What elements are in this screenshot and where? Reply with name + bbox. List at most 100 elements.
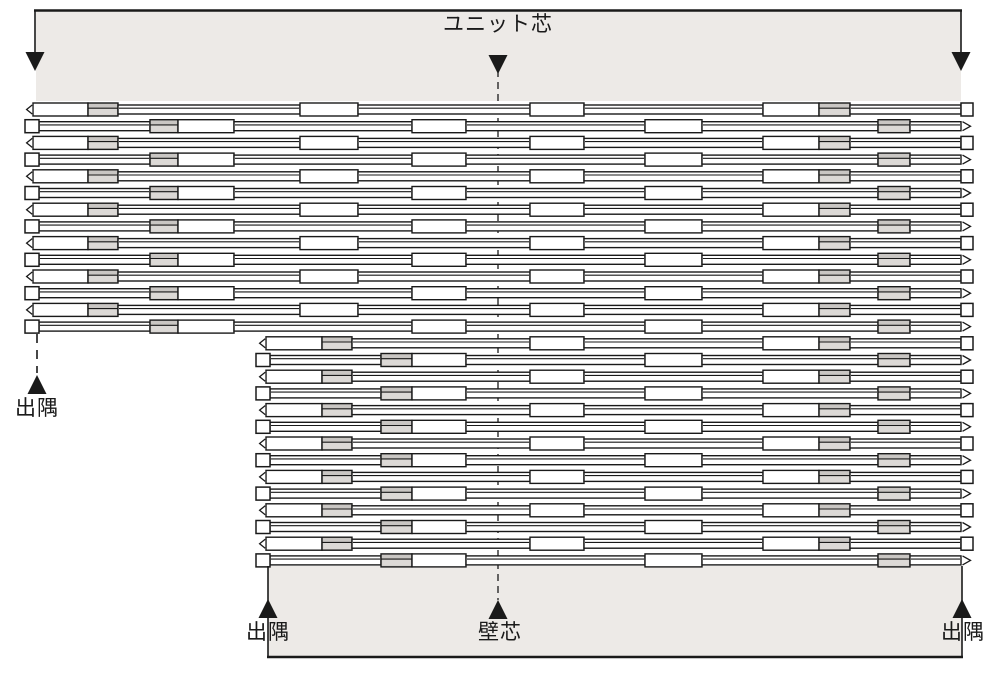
panel-segment (117, 137, 301, 149)
joint-segment (529, 269, 585, 284)
panel-segment (38, 187, 151, 199)
gray-joint-lower (879, 559, 909, 566)
course-row-21 (258, 436, 974, 451)
corner-cap-left (24, 285, 40, 301)
course-row-16 (255, 352, 972, 368)
panel-segment (583, 104, 764, 115)
joint-segment (762, 536, 820, 551)
cut-chevron-left (258, 538, 266, 549)
course-row-18 (255, 386, 972, 401)
course-row-14 (24, 319, 972, 334)
panel-segment (465, 421, 646, 432)
panel-segment (269, 354, 382, 366)
gray-joint-lower (820, 175, 849, 182)
gray-joint-lower (151, 125, 177, 132)
cut-chevron-right (962, 388, 972, 399)
gray-joint-lower (89, 142, 117, 149)
joint-segment (265, 402, 323, 418)
panel-segment (269, 421, 382, 432)
gray-joint-lower (879, 125, 909, 132)
gray-joint-lower (151, 192, 177, 199)
joint-segment (411, 286, 467, 301)
joint-segment (644, 152, 703, 167)
panel-segment (357, 137, 531, 149)
panel-segment (849, 371, 962, 382)
gray-joint-lower (879, 192, 909, 199)
corner-cap-right (960, 436, 974, 451)
panel-segment (351, 538, 531, 549)
corner-left-up-arrow (27, 375, 47, 394)
gray-joint-lower (879, 392, 909, 399)
panel-segment (849, 137, 962, 149)
panel-segment (701, 455, 879, 466)
panel-segment (583, 271, 764, 282)
panel-segment (909, 120, 962, 132)
panel-segment (701, 354, 879, 366)
joint-segment (411, 118, 467, 134)
wall-center-label: 壁芯 (478, 621, 522, 644)
joint-segment (411, 319, 467, 334)
gray-joint-lower (89, 275, 117, 282)
panel-segment (38, 321, 151, 332)
course-row-4 (24, 152, 972, 167)
panel-segment (909, 555, 962, 566)
corner-cap-right (960, 536, 974, 551)
panel-segment (269, 455, 382, 466)
course-row-9 (25, 235, 974, 251)
joint-segment (299, 269, 359, 284)
panel-segment (465, 254, 646, 266)
joint-segment (299, 202, 359, 217)
panel-segment (233, 221, 413, 232)
gray-joint-lower (323, 509, 351, 516)
joint-segment (762, 202, 820, 217)
corner-cap-right (960, 402, 974, 418)
panel-segment (701, 388, 879, 399)
cut-chevron-left (25, 238, 33, 249)
joint-segment (529, 436, 585, 451)
corner-cap-left (24, 219, 40, 234)
joint-segment (529, 402, 585, 418)
cut-chevron-right (962, 187, 972, 199)
panel-segment (909, 488, 962, 499)
corner-cap-left (255, 519, 271, 535)
joint-segment (762, 436, 820, 451)
panel-segment (849, 438, 962, 449)
gray-joint-lower (879, 292, 909, 299)
panel-segment (117, 171, 301, 182)
panel-segment (38, 120, 151, 132)
gray-joint-lower (820, 509, 849, 516)
panel-segment (701, 187, 879, 199)
course-row-6 (24, 185, 972, 201)
gray-joint-lower (382, 426, 411, 433)
panel-segment (233, 120, 413, 132)
panel-segment (909, 455, 962, 466)
corner-cap-right (960, 269, 974, 284)
cut-chevron-right (962, 421, 972, 432)
joint-segment (644, 286, 703, 301)
gray-joint-lower (820, 409, 849, 416)
gray-joint-lower (879, 158, 909, 165)
panel-segment (909, 354, 962, 366)
joint-segment (762, 503, 820, 518)
corner-cap-right (960, 469, 974, 485)
joint-segment (762, 169, 820, 184)
unit-center-label: ユニット芯 (443, 13, 553, 36)
joint-segment (177, 118, 235, 134)
gray-joint-lower (382, 492, 411, 499)
joint-segment (32, 235, 89, 251)
joint-segment (529, 536, 585, 551)
panel-segment (849, 404, 962, 416)
cut-chevron-left (258, 438, 266, 449)
corner-bottom-right-label: 出隅 (941, 621, 985, 644)
panel-segment (583, 438, 764, 449)
corner-cap-left (24, 252, 40, 268)
panel-segment (583, 404, 764, 416)
corner-cap-right (960, 169, 974, 184)
joint-segment (529, 102, 585, 117)
joint-segment (762, 102, 820, 117)
corner-cap-left (24, 185, 40, 201)
gray-joint-lower (879, 359, 909, 366)
joint-segment (411, 152, 467, 167)
panel-segment (849, 271, 962, 282)
